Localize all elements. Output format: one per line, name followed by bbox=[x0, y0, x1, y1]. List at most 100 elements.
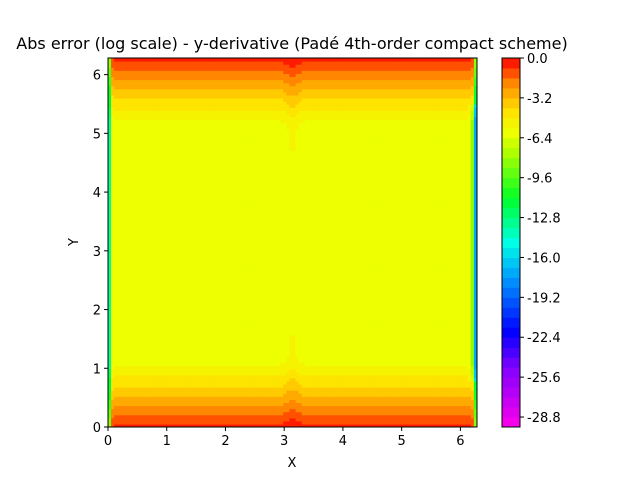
contour-cell bbox=[132, 125, 137, 130]
contour-cell bbox=[138, 383, 143, 388]
contour-cell bbox=[178, 150, 183, 154]
contour-cell bbox=[221, 110, 226, 114]
contour-cell bbox=[172, 82, 177, 87]
contour-cell bbox=[169, 328, 174, 333]
contour-cell bbox=[231, 236, 235, 241]
contour-cell bbox=[166, 171, 171, 176]
contour-cell bbox=[129, 350, 134, 354]
contour-cell bbox=[126, 184, 131, 188]
contour-cell bbox=[166, 125, 171, 130]
contour-cell bbox=[227, 205, 232, 210]
contour-cell bbox=[157, 380, 161, 385]
contour-cell bbox=[181, 279, 186, 284]
contour-cell bbox=[197, 291, 201, 296]
contour-cell bbox=[197, 199, 201, 204]
contour-cell bbox=[111, 242, 115, 247]
contour-cell bbox=[160, 248, 164, 253]
contour-cell bbox=[203, 134, 207, 139]
contour-cell bbox=[169, 119, 174, 124]
contour-cell bbox=[218, 193, 223, 197]
contour-cell bbox=[224, 411, 229, 416]
contour-cell bbox=[212, 101, 217, 105]
contour-cell bbox=[231, 270, 235, 274]
contour-cell bbox=[206, 340, 211, 345]
contour-cell bbox=[154, 73, 158, 78]
contour-cell bbox=[172, 260, 177, 265]
contour-cell bbox=[224, 168, 229, 173]
contour-cell bbox=[114, 94, 118, 99]
contour-cell bbox=[172, 150, 177, 154]
contour-cell bbox=[178, 353, 183, 357]
contour-cell bbox=[147, 159, 152, 164]
contour-cell bbox=[221, 79, 226, 84]
contour-cell bbox=[123, 134, 128, 139]
contour-cell bbox=[194, 141, 198, 145]
contour-cell bbox=[166, 291, 171, 296]
contour-cell bbox=[215, 288, 220, 293]
contour-cell bbox=[172, 174, 177, 179]
contour-cell bbox=[114, 64, 118, 68]
contour-cell bbox=[181, 402, 186, 407]
contour-cell bbox=[181, 408, 186, 413]
contour-cell bbox=[212, 147, 217, 151]
contour-cell bbox=[221, 214, 226, 219]
contour-cell bbox=[144, 67, 149, 71]
contour-cell bbox=[120, 307, 124, 311]
contour-cell bbox=[123, 331, 128, 336]
contour-cell bbox=[206, 184, 211, 188]
contour-cell bbox=[120, 282, 124, 287]
contour-cell bbox=[203, 202, 207, 207]
contour-cell bbox=[224, 393, 229, 397]
contour-cell bbox=[114, 147, 118, 151]
contour-cell bbox=[135, 316, 140, 320]
contour-cell bbox=[172, 350, 177, 354]
contour-cell bbox=[114, 97, 118, 102]
contour-cell bbox=[187, 184, 192, 188]
contour-cell bbox=[221, 147, 226, 151]
contour-cell bbox=[126, 70, 131, 74]
contour-cell bbox=[160, 85, 164, 90]
contour-cell bbox=[224, 107, 229, 111]
contour-cell bbox=[221, 202, 226, 207]
contour-cell bbox=[166, 101, 171, 105]
contour-cell bbox=[163, 368, 168, 373]
contour-cell bbox=[200, 242, 204, 247]
contour-cell bbox=[200, 220, 204, 225]
contour-cell bbox=[172, 196, 177, 201]
contour-cell bbox=[169, 248, 174, 253]
contour-cell bbox=[203, 328, 207, 333]
contour-cell bbox=[203, 279, 207, 284]
contour-cell bbox=[218, 184, 223, 188]
contour-cell bbox=[111, 125, 115, 130]
contour-cell bbox=[206, 101, 211, 105]
contour-cell bbox=[154, 313, 158, 317]
contour-cell bbox=[184, 288, 189, 293]
contour-cell bbox=[231, 199, 235, 204]
contour-cell bbox=[141, 165, 146, 170]
contour-cell bbox=[157, 359, 161, 364]
contour-cell bbox=[227, 328, 232, 333]
contour-cell bbox=[215, 423, 220, 427]
contour-cell bbox=[209, 101, 214, 105]
contour-cell bbox=[212, 248, 217, 253]
contour-cell bbox=[138, 236, 143, 241]
contour-cell bbox=[154, 423, 158, 427]
contour-cell bbox=[120, 150, 124, 154]
contour-cell bbox=[221, 387, 226, 391]
contour-cell bbox=[191, 177, 195, 182]
contour-cell bbox=[138, 97, 143, 102]
contour-cell bbox=[157, 242, 161, 247]
contour-cell bbox=[224, 257, 229, 262]
contour-cell bbox=[108, 310, 112, 314]
contour-cell bbox=[141, 288, 146, 293]
contour-cell bbox=[197, 227, 201, 231]
contour-cell bbox=[141, 411, 146, 416]
contour-cell bbox=[178, 282, 183, 287]
contour-cell bbox=[166, 73, 171, 78]
contour-cell bbox=[151, 177, 155, 182]
contour-cell bbox=[147, 334, 152, 339]
contour-cell bbox=[166, 322, 171, 327]
contour-cell bbox=[234, 399, 238, 403]
contour-cell bbox=[181, 168, 186, 173]
contour-cell bbox=[200, 116, 204, 121]
